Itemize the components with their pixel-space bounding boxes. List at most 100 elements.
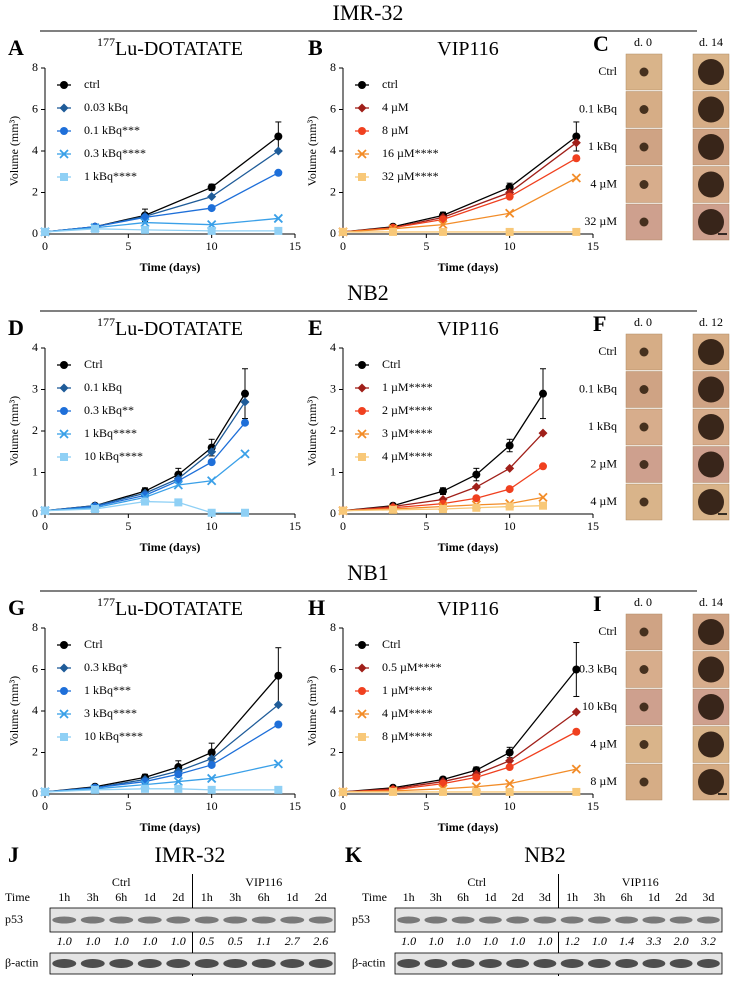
x-axis-label: Time (days): [438, 820, 499, 834]
legend-marker: [60, 173, 68, 181]
marker: [572, 227, 581, 236]
quantification: 1.2: [565, 934, 580, 948]
marker: [439, 505, 447, 514]
spheroid: [698, 451, 724, 478]
x-tick-label: 10: [504, 799, 516, 813]
legend-label: 3 µM****: [382, 426, 433, 440]
x-tick-label: 5: [125, 239, 131, 253]
spheroid: [698, 731, 724, 758]
time-label: Time: [5, 890, 30, 904]
band: [424, 916, 448, 924]
legend-label: 0.3 kBq**: [84, 403, 134, 417]
spheroid: [639, 180, 649, 189]
panel-letter: B: [308, 35, 323, 60]
x-tick-label: 10: [206, 799, 218, 813]
y-tick-label: 0: [32, 506, 38, 520]
legend-marker: [59, 103, 69, 113]
spheroid: [639, 142, 649, 152]
lane-label: 3h: [87, 890, 99, 904]
legend-label: Ctrl: [382, 637, 401, 651]
series-line: [44, 422, 246, 512]
blot-strip: [394, 952, 723, 975]
row-label: 0.1 kBq: [579, 381, 617, 395]
group-label: Ctrl: [112, 875, 131, 889]
chart-title: VIP116: [437, 318, 498, 340]
quantification: 2.7: [285, 934, 301, 948]
y-tick-label: 8: [330, 620, 336, 634]
legend-marker: [358, 687, 366, 695]
marker: [207, 476, 217, 486]
y-tick-label: 6: [32, 101, 38, 115]
band: [280, 959, 305, 968]
band: [560, 916, 584, 924]
series-line: [44, 228, 279, 233]
series-line: [342, 393, 544, 512]
lane-label: 2d: [512, 890, 524, 904]
legend-marker: [358, 733, 366, 741]
y-tick-label: 4: [330, 703, 336, 717]
marker: [571, 764, 581, 774]
legend-label: Ctrl: [382, 357, 401, 371]
marker: [174, 498, 183, 507]
series-line: [342, 135, 577, 233]
marker: [207, 785, 216, 794]
marker-stroke: [240, 449, 250, 459]
title-text: Lu-DOTATATE: [115, 38, 243, 60]
legend-marker: [59, 149, 69, 159]
spheroid: [698, 134, 724, 160]
column-label: d. 12: [699, 315, 723, 329]
spheroid: [639, 740, 649, 749]
marker: [572, 154, 581, 163]
group-label: VIP116: [622, 875, 659, 889]
legend-label: 0.5 µM****: [382, 660, 442, 674]
marker-stroke: [538, 492, 548, 503]
marker: [41, 227, 49, 236]
lane-label: 2d: [172, 890, 184, 904]
quantification: 1.0: [114, 934, 129, 948]
band: [669, 916, 693, 924]
panel-letter: H: [308, 595, 325, 620]
series-line: [342, 768, 577, 793]
row-label: 2 µM: [590, 456, 617, 470]
marker: [91, 785, 99, 794]
y-axis-label: Volume (mm³): [7, 396, 21, 466]
marker: [41, 506, 49, 515]
legend-label: 10 kBq****: [84, 449, 143, 463]
quantification: 1.0: [456, 934, 471, 948]
band: [194, 916, 219, 924]
legend-label: 4 µM****: [382, 706, 433, 720]
x-tick-label: 0: [340, 799, 346, 813]
row-label: β-actin: [5, 955, 38, 969]
marker: [207, 754, 217, 764]
legend-marker: [59, 709, 69, 719]
quantification: 1.1: [256, 934, 271, 948]
row-label: p53: [5, 912, 23, 926]
y-tick-label: 0: [330, 226, 336, 240]
legend-label: 8 µM: [382, 123, 409, 137]
band: [451, 959, 475, 968]
row-label: 4 µM: [590, 176, 617, 190]
marker: [339, 787, 347, 796]
band: [560, 959, 584, 968]
y-tick-label: 3: [32, 381, 38, 395]
marker: [339, 506, 347, 515]
lane-label: 1h: [58, 890, 70, 904]
marker-stroke: [59, 709, 69, 719]
marker: [539, 501, 547, 510]
legend-marker: [59, 383, 69, 393]
x-axis-label: Time (days): [438, 260, 499, 274]
y-tick-label: 2: [32, 184, 38, 198]
band: [533, 916, 557, 924]
section-title: NB1: [347, 560, 389, 585]
marker-stroke: [207, 773, 217, 784]
legend-marker: [357, 709, 367, 719]
lane-label: 3h: [430, 890, 442, 904]
legend-label: 4 µM: [382, 100, 409, 114]
column-label: d. 0: [634, 35, 652, 49]
marker: [173, 776, 183, 787]
marker: [505, 502, 514, 511]
legend-label: 3 kBq****: [84, 706, 137, 720]
band: [642, 916, 666, 924]
